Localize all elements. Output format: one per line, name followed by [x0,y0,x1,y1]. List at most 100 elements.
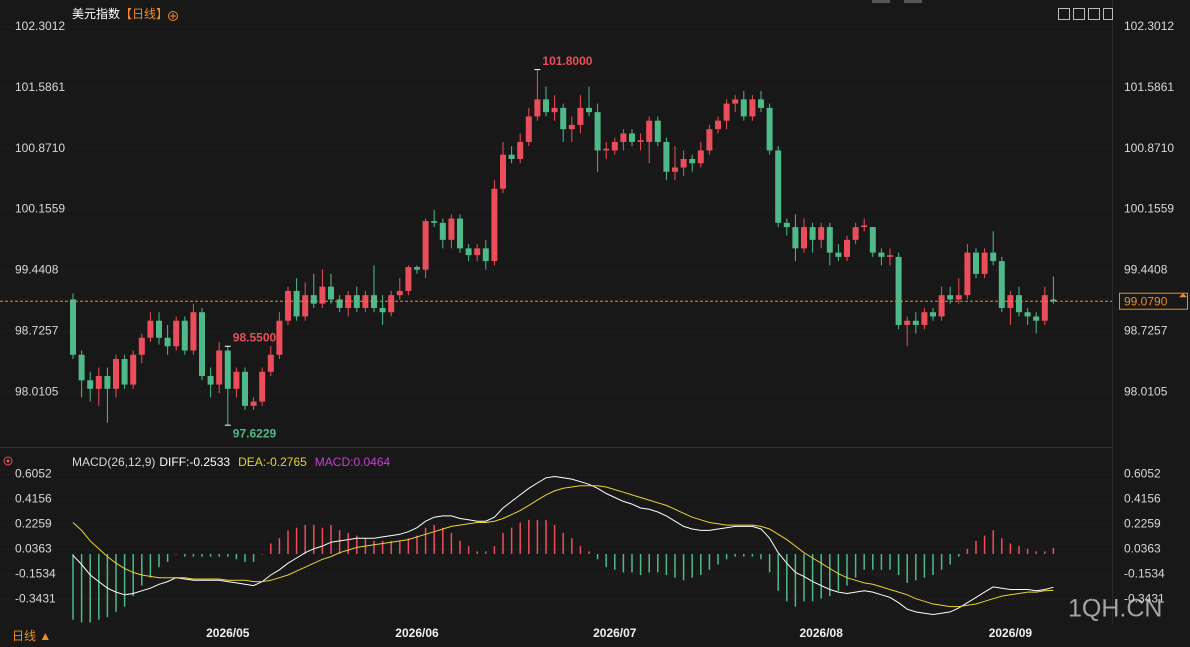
macd-line [72,485,1054,608]
candle-body [938,295,945,317]
candle-body [147,320,154,338]
macd-bar [141,554,143,586]
tab-edge[interactable] [872,0,890,3]
candle-body [904,320,911,325]
macd-bar [304,525,306,555]
macd-bar [287,530,289,555]
macd-line [72,475,1054,616]
macd-bar [313,525,315,555]
candle-body [422,221,429,270]
macd-icon-ring[interactable] [3,456,13,466]
candle-body [680,158,687,168]
macd-bar [691,554,693,578]
candle-body [181,320,188,351]
macd-bar [510,527,513,555]
candle-body [267,354,274,372]
candle-body [758,99,764,108]
macd-bar [106,554,109,618]
candle-body [491,188,498,262]
x-tick-label: 2026/05 [206,626,250,640]
macd-bar [485,551,487,555]
candle-body [646,120,653,142]
candle-body [216,350,223,385]
y-tick-label: 0.4156 [1124,492,1161,506]
period: 【日线】 [120,7,168,21]
x-tick-label: 2026/06 [395,626,439,640]
candle-body [457,218,463,249]
macd-bar [424,527,427,555]
macd-bar [72,554,74,620]
macd-bar [571,538,573,555]
tool-play[interactable] [1088,8,1100,20]
macd-bar [940,554,943,570]
macd-bar [98,554,100,620]
candle-body [955,295,962,300]
candle-body [534,99,541,117]
y-tick-label: 0.6052 [1124,467,1161,481]
x-tick-label: 2026/07 [593,626,637,640]
candle-body [371,295,377,308]
add-icon[interactable] [168,11,178,21]
macd-bar [338,530,341,555]
macd-bar [227,554,229,557]
tool-fit[interactable] [1103,8,1113,20]
candle-body [964,252,971,296]
macd-bar [184,554,186,557]
macd-bar [958,554,960,557]
candle-body [508,154,515,159]
y-tick-label: 98.0105 [15,384,59,398]
x-tick-label: 2026/09 [989,626,1033,640]
candle-body [723,103,730,121]
macd-icon[interactable] [3,456,13,466]
macd-bar [846,554,848,586]
tool-zoom[interactable] [1073,8,1085,20]
tab-edge[interactable] [904,0,922,3]
candle-body [482,248,489,262]
candle-body [861,225,868,228]
macd-bar [674,554,676,578]
add-icon-circle[interactable] [168,11,178,21]
macd-bar [794,554,797,607]
candle-body [740,99,747,117]
candle-body [259,371,266,402]
period-switch[interactable]: 日线 ▲ [12,629,51,643]
y-tick-label: 101.5861 [15,80,65,94]
y-tick-label: 102.3012 [1124,19,1174,33]
candle-body [121,359,128,385]
macd-bar [1035,551,1037,555]
indicator-title: MACD(26,12,9) [72,455,155,469]
candle-body [233,371,240,389]
macd-bar [381,540,384,555]
y-tick-label: 0.0363 [15,541,52,555]
candle-body [1033,316,1040,321]
macd-bar [631,554,633,573]
macd-bar [373,540,375,555]
tool-crosshair[interactable] [1058,8,1070,20]
candle-body [775,150,782,223]
legend-entry: DEA:-0.2765 [238,455,307,469]
macd-bar [949,554,951,565]
macd-bar [837,554,840,591]
macd-bar [218,554,220,557]
candle-body [998,261,1005,308]
extreme-label: 97.6229 [233,426,277,440]
candle-body [844,239,850,257]
candle-body [629,133,635,142]
candle-body [594,112,601,151]
macd-bar [820,554,822,599]
macd-icon-dot[interactable] [6,459,10,463]
macd-bar [863,554,865,570]
candle-body [672,167,678,172]
macd-bar [579,546,582,555]
macd-bar [614,554,616,570]
macd-bar [760,554,762,560]
y-tick-label: 98.7257 [15,323,59,337]
macd-bar [330,525,332,555]
candle-body [663,141,670,172]
macd-bar [1026,548,1029,555]
last-price-box [1119,292,1188,310]
macd-bar [829,554,831,597]
candle-body [164,337,171,347]
